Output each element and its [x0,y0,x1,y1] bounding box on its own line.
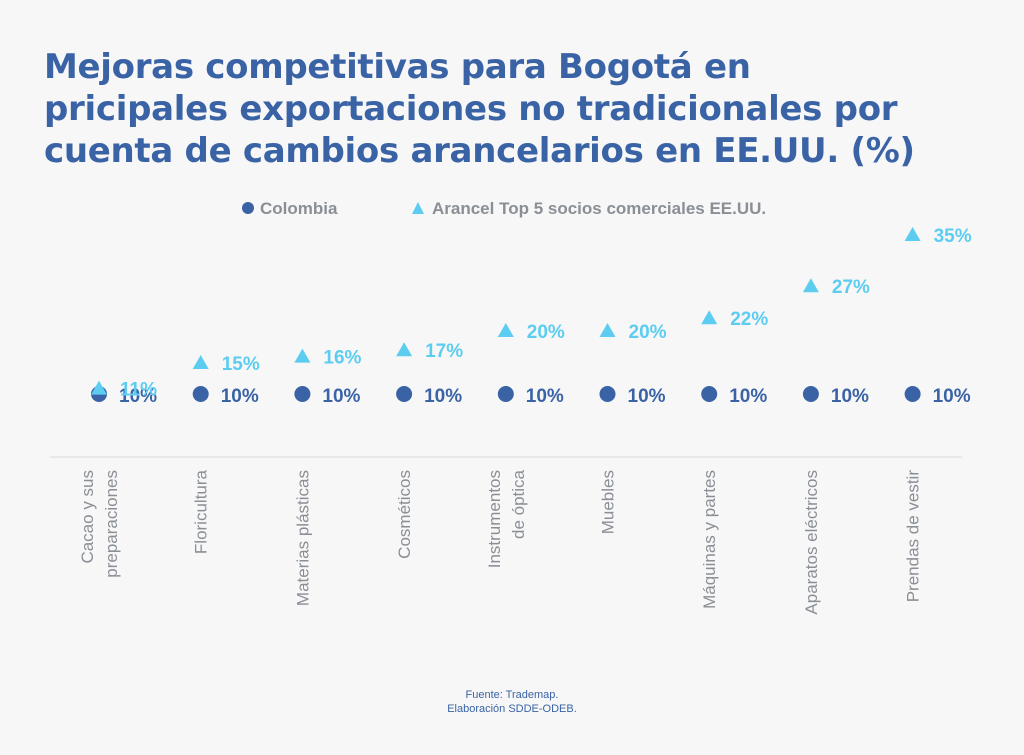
source-line-2: Elaboración SDDE-ODEB. [447,703,577,715]
legend-colombia-label: Colombia [260,199,338,218]
x-tick-label: Muebles [599,470,618,534]
x-tick-label-text: Materias plásticas [293,470,312,606]
colombia-data-label: 10% [831,386,869,407]
top5-data-label: 17% [425,341,463,362]
top5-data-label: 20% [527,322,565,343]
top5-point [294,348,311,363]
x-tick-label-line: Aparatos eléctricos [802,470,821,615]
chart-title: Mejoras competitivas para Bogotá en pric… [44,46,944,172]
colombia-point [396,386,413,402]
x-tick-label-text: Cacao y sus preparaciones [78,470,121,578]
x-tick-label-text: Instrumentos de óptica [485,469,528,568]
colombia-data-label: 10% [628,386,666,407]
colombia-point [294,386,311,402]
top5-data-label: 11% [120,380,157,401]
colombia-data-label: 10% [221,386,259,407]
x-tick-label-line: Cacao y sus [78,470,97,564]
colombia-point [497,386,514,402]
x-tick-label-text: Floricultura [192,469,211,554]
top5-data-label: 35% [934,226,972,247]
colombia-data-label: 10% [729,386,767,407]
title-line-1: Mejoras competitivas para Bogotá en [44,47,751,87]
x-tick-label-text: Prendas de vestir [904,470,923,603]
x-tick-label: Aparatos eléctricos [802,470,821,615]
legend: Colombia Arancel Top 5 socios comerciales… [242,199,766,218]
colombia-data-label: 10% [933,386,971,407]
x-tick-label-text: Máquinas y partes [700,470,719,609]
colombia-point [192,386,209,402]
top5-point [701,310,718,325]
top5-data-label: 15% [222,354,260,375]
colombia-point [802,386,819,402]
x-tick-label: Floricultura [192,469,211,554]
x-tick-label-line: preparaciones [102,470,121,578]
legend-top5-marker [412,202,424,214]
top5-point [802,278,819,293]
legend-top5-label: Arancel Top 5 socios comerciales EE.UU. [432,199,766,218]
title-line-2: pricipales exportaciones no tradicionale… [44,89,898,129]
top5-point [599,323,616,337]
x-tick-label-text: Cosméticos [395,470,414,559]
x-tick-label: Prendas de vestir [904,470,923,603]
x-tick-label: Máquinas y partes [700,470,719,609]
x-tick-label: Cacao y sus preparaciones [78,470,121,578]
top5-data-label: 16% [323,348,361,369]
x-tick-label: Cosméticos [395,470,414,559]
x-tick-label: Instrumentos de óptica [485,469,528,568]
x-tick-label-text: Muebles [599,470,618,534]
source-line-1: Fuente: Trademap. [465,689,559,701]
x-tick-label-line: Materias plásticas [293,470,312,606]
colombia-data-label: 10% [526,386,564,407]
x-tick-label-line: Muebles [599,470,618,534]
x-tick-label-line: de óptica [509,469,528,539]
colombia-point [599,386,616,402]
top5-point [497,323,514,337]
colombia-point [904,386,921,402]
top5-data-label: 20% [629,322,667,343]
x-tick-label-line: Máquinas y partes [700,470,719,609]
x-tick-label-line: Cosméticos [395,470,414,559]
top5-point [91,380,107,395]
top5-data-label: 22% [730,309,768,330]
x-tick-label-line: Prendas de vestir [904,470,923,603]
colombia-data-label: 10% [119,386,157,407]
chart-marks: 10%11% 10%15%10%16%10%17%10%20%10%20%10%2… [91,226,972,407]
x-tick-label-line: Floricultura [192,469,211,554]
colombia-point [701,386,718,402]
top5-data-label: 27% [832,277,870,298]
colombia-data-label: 10% [424,386,462,407]
colombia-data-label: 10% [322,386,360,407]
top5-point [192,355,209,369]
x-tick-label: Materias plásticas [293,470,312,606]
legend-colombia-marker [242,202,254,214]
title-line-3: cuenta de cambios arancelarios en EE.UU.… [44,131,915,171]
x-tick-label-line: Instrumentos [485,470,504,568]
top5-point [396,342,413,357]
x-tick-label-text: Aparatos eléctricos [802,470,821,615]
x-axis-labels: Cacao y sus preparaciones Floricultura Mate… [78,469,923,614]
source-note: Fuente: Trademap. Elaboración SDDE-ODEB. [0,688,1024,716]
top5-point [904,227,921,241]
